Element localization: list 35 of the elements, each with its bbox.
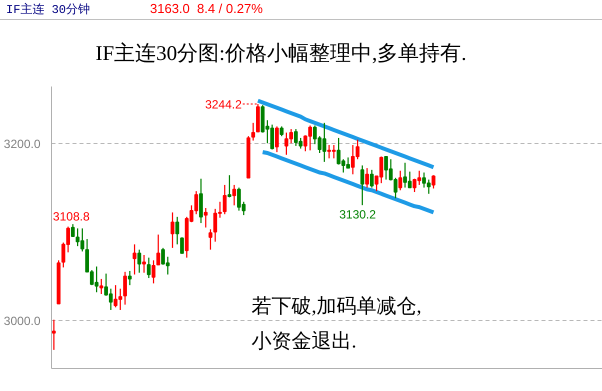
candlestick — [398, 170, 402, 191]
candlestick — [199, 178, 203, 224]
candlestick — [275, 126, 279, 153]
annotation: 3108.8 — [52, 210, 90, 224]
text: 3163.0 8.4 / 0.27% — [150, 1, 263, 16]
candlestick — [152, 260, 156, 284]
candlestick — [52, 319, 56, 350]
candlestick — [142, 254, 146, 274]
candlestick — [170, 212, 174, 248]
candlestick — [204, 207, 208, 228]
candlestick — [175, 216, 180, 245]
y-tick-label: 3200.0 — [4, 136, 41, 151]
chart-title: IF主连30分图:价格小幅整理中,多单持有. — [94, 40, 468, 67]
candlestick — [432, 174, 436, 190]
candlestick — [280, 126, 284, 137]
annotation: 若下破,加码单减仓, 小资金退出. — [252, 296, 422, 353]
annotation: 3244.2 — [205, 98, 242, 112]
candlestick — [370, 169, 374, 188]
line-series — [256, 98, 436, 170]
candlestick — [232, 184, 236, 206]
candlestick — [99, 278, 104, 295]
candlestick — [180, 236, 184, 254]
candlestick — [365, 167, 369, 188]
candlestick — [128, 270, 132, 286]
y-tick-label: 3000.0 — [4, 314, 41, 328]
candlestick — [360, 164, 364, 206]
candlestick — [228, 174, 232, 198]
candlestick — [251, 122, 256, 142]
candlestick — [132, 244, 136, 276]
candlestick — [156, 234, 160, 266]
candlestick — [146, 257, 151, 279]
annotation: 3130.2 — [339, 208, 376, 222]
chart-subtitle: IF主连 30分钟 — [6, 3, 90, 17]
candlestick — [137, 249, 142, 274]
candlestick — [222, 184, 227, 215]
